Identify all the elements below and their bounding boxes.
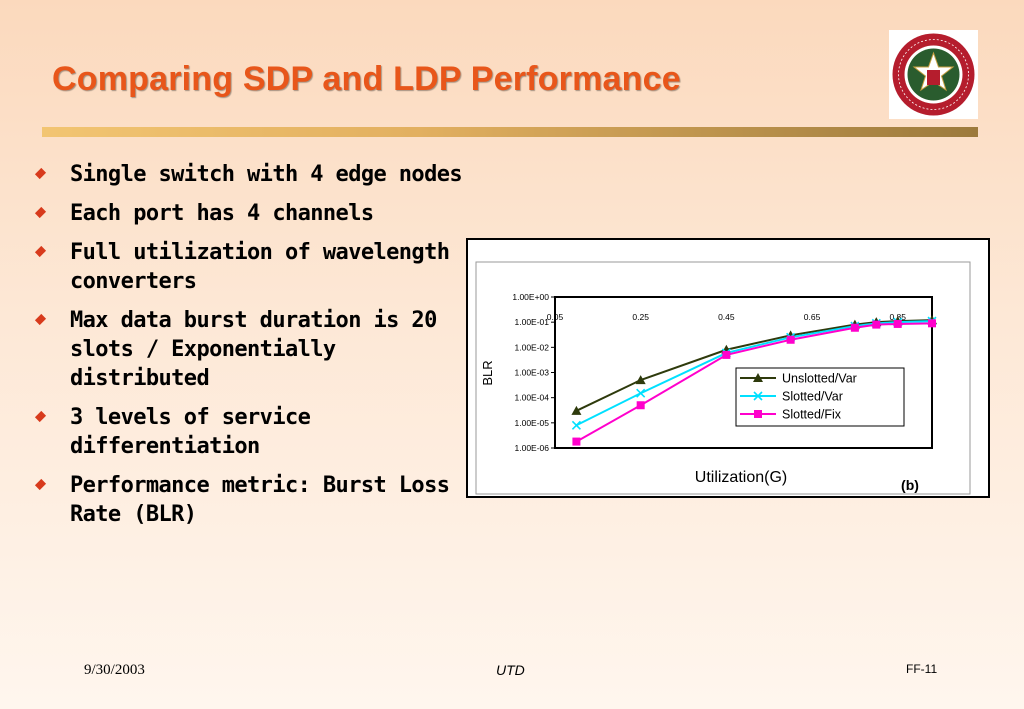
- bullet-item: 3 levels of service differentiation: [34, 403, 466, 461]
- bullet-list: Single switch with 4 edge nodes Each por…: [34, 160, 466, 539]
- data-point: [571, 420, 581, 430]
- blr-chart: 1.00E+00 1.00E-01 1.00E-02 1.00E-03 1.00E-04…: [466, 238, 990, 498]
- bullet-text: Max data burst duration is 20 slots / Ex…: [70, 308, 437, 391]
- y-tick-label: 1.00E-02: [515, 342, 550, 352]
- x-tick-label: 0.25: [632, 312, 649, 322]
- diamond-bullet-icon: [34, 245, 47, 258]
- data-point: [636, 401, 645, 410]
- y-axis-label: BLR: [480, 360, 495, 385]
- legend-entry: Slotted/Var: [782, 390, 843, 404]
- bullet-item: Single switch with 4 edge nodes: [34, 160, 466, 189]
- y-tick-label: 1.00E-04: [515, 393, 550, 403]
- legend-swatch-marker: [754, 410, 762, 418]
- bullet-text: Single switch with 4 edge nodes: [70, 162, 463, 187]
- bullet-text: Each port has 4 channels: [70, 201, 374, 226]
- data-point: [635, 375, 646, 385]
- bullet-item: Full utilization of wavelength converter…: [34, 238, 466, 296]
- title-divider: [42, 127, 978, 137]
- slide-title: Comparing SDP and LDP Performance: [52, 60, 681, 98]
- x-axis-label: Utilization(G): [695, 469, 787, 486]
- bullet-item: Max data burst duration is 20 slots / Ex…: [34, 306, 466, 393]
- data-point: [571, 405, 582, 415]
- y-tick-label: 1.00E-06: [515, 443, 550, 453]
- data-point: [572, 437, 581, 446]
- diamond-bullet-icon: [34, 206, 47, 219]
- data-point: [786, 335, 795, 344]
- data-point: [928, 319, 936, 328]
- footer-date: 9/30/2003: [84, 662, 145, 678]
- y-tick-label: 1.00E-03: [515, 368, 550, 378]
- legend-entry: Unslotted/Var: [782, 372, 857, 386]
- data-point: [850, 323, 859, 332]
- footer-center: UTD: [496, 662, 525, 678]
- x-tick-label: 0.45: [718, 312, 735, 322]
- x-tick-label: 0.65: [804, 312, 821, 322]
- diamond-bullet-icon: [34, 167, 47, 180]
- diamond-bullet-icon: [34, 410, 47, 423]
- x-tick-label: 0.05: [547, 312, 564, 322]
- panel-label: (b): [901, 477, 919, 493]
- data-point: [893, 319, 902, 328]
- legend-swatch-marker: [753, 373, 763, 382]
- data-point: [722, 350, 731, 359]
- bullet-item: Performance metric: Burst Loss Rate (BLR…: [34, 471, 466, 529]
- bullet-item: Each port has 4 channels: [34, 199, 466, 228]
- legend-swatch-marker: [753, 391, 763, 401]
- blr-chart-svg: 1.00E+00 1.00E-01 1.00E-02 1.00E-03 1.00E-04…: [475, 261, 971, 495]
- bullet-text: Full utilization of wavelength converter…: [70, 240, 450, 294]
- data-point: [636, 388, 646, 398]
- diamond-bullet-icon: [34, 313, 47, 326]
- footer-page-number: FF-11: [906, 662, 938, 676]
- bullet-text: Performance metric: Burst Loss Rate (BLR…: [70, 473, 450, 527]
- y-tick-label: 1.00E-01: [515, 317, 550, 327]
- data-point: [872, 320, 881, 329]
- bullet-text: 3 levels of service differentiation: [70, 405, 311, 459]
- y-tick-label: 1.00E-05: [515, 418, 550, 428]
- legend-entry: Slotted/Fix: [782, 408, 842, 422]
- university-seal-logo: [889, 30, 978, 119]
- y-tick-label: 1.00E+00: [512, 292, 549, 302]
- diamond-bullet-icon: [34, 478, 47, 491]
